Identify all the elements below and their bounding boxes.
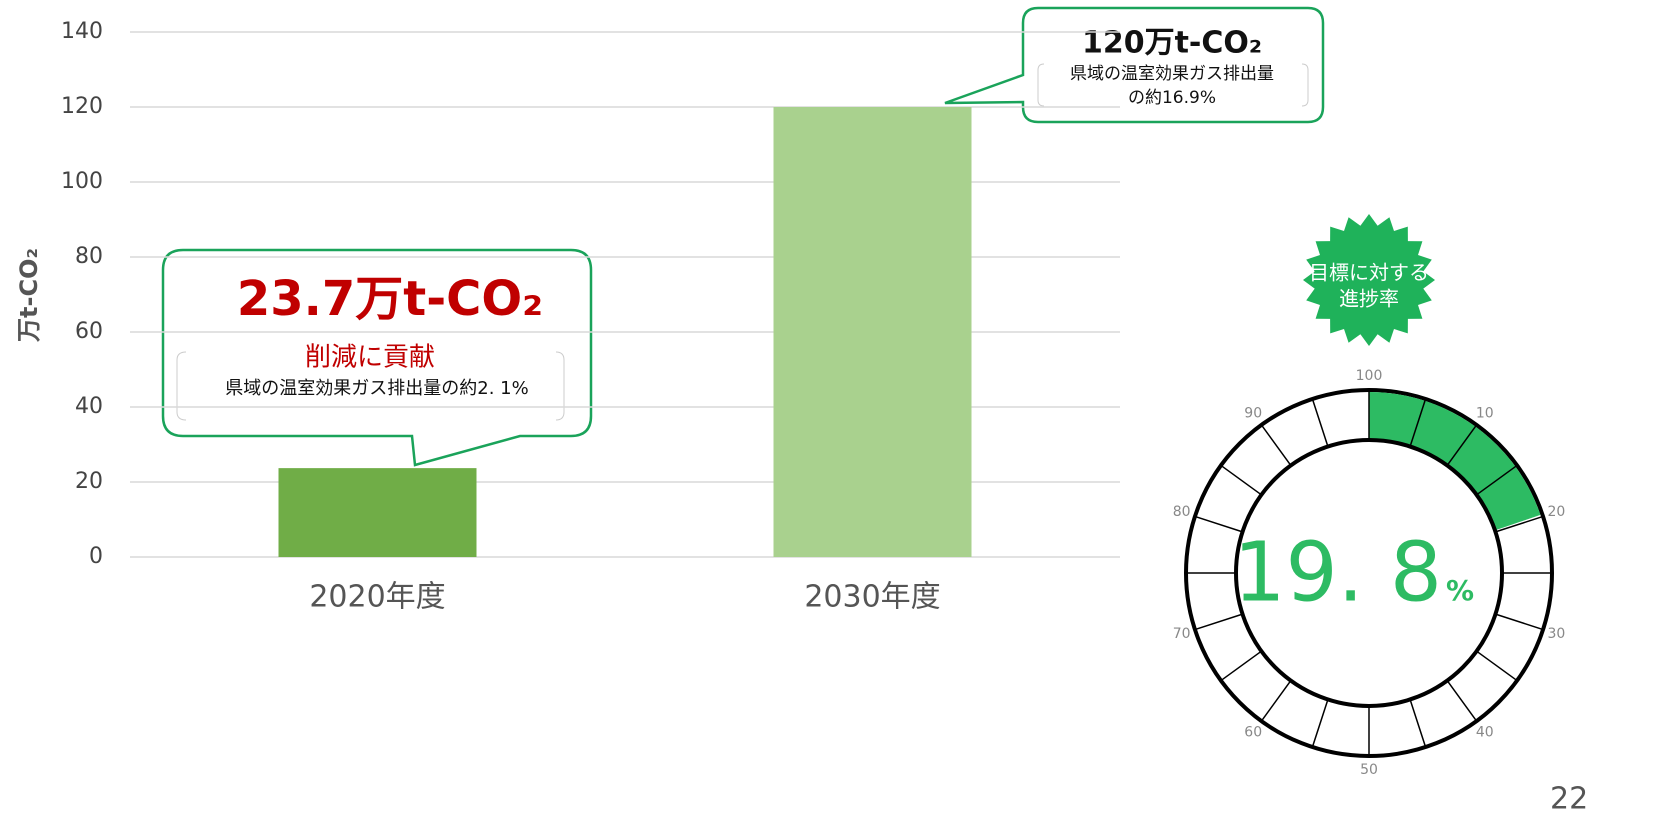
y-tick-label: 60: [75, 319, 103, 344]
gauge-divider: [1220, 650, 1262, 682]
badge: [1303, 214, 1435, 346]
badge-text: 目標に対する: [1309, 261, 1429, 285]
gauge-inner: [1234, 438, 1504, 708]
gauge-tick-label: 50: [1360, 762, 1378, 778]
gauge-tick-label: 90: [1244, 406, 1262, 422]
gauge-divider: [1409, 699, 1427, 748]
gauge-divider: [1194, 613, 1243, 631]
y-tick-label: 40: [75, 394, 103, 419]
gauge-divider: [1495, 613, 1544, 631]
y-tick-label: 100: [61, 169, 103, 194]
gauge-divider: [1476, 464, 1518, 496]
gauge-divider: [1409, 398, 1427, 447]
bar: [278, 468, 477, 557]
annotation: の約16.9%: [1128, 88, 1216, 108]
gauge-divider: [1446, 424, 1478, 466]
y-tick-label: 140: [61, 19, 103, 44]
gauge-fill: [1369, 392, 1541, 531]
gauge-tick-label: 20: [1547, 504, 1565, 520]
callout: [161, 248, 593, 467]
annotation: 県域の温室効果ガス排出量: [1070, 64, 1274, 84]
gauge-divider: [1476, 650, 1518, 682]
page-number: 22: [1550, 782, 1588, 816]
bracket: [176, 351, 565, 421]
bar: [773, 107, 972, 557]
gauge-tick-label: 80: [1173, 504, 1191, 520]
y-tick-label: 0: [89, 544, 103, 569]
y-tick-label: 20: [75, 469, 103, 494]
badge-text: 進捗率: [1339, 287, 1399, 311]
callout: [944, 6, 1325, 124]
gauge-divider: [1220, 464, 1262, 496]
gauge-divider: [1311, 699, 1329, 748]
y-axis-label: 万t-CO₂: [15, 248, 43, 342]
gauge-divider: [1260, 680, 1292, 722]
gauge-divider: [1495, 515, 1544, 533]
annotation: 県域の温室効果ガス排出量の約2. 1%: [225, 378, 528, 399]
value-label: 23.7万t-CO₂: [237, 271, 543, 327]
x-tick-label: 2030年度: [804, 580, 940, 615]
gauge-divider: [1446, 680, 1478, 722]
annotation: 削減に貢献: [305, 343, 435, 373]
gauge-tick-label: 70: [1173, 626, 1191, 642]
gauge-divider: [1194, 515, 1243, 533]
gauge-value: 19. 8: [1233, 525, 1442, 620]
y-tick-label: 80: [75, 244, 103, 269]
value-label: 120万t-CO₂: [1082, 26, 1262, 61]
gauge-unit: %: [1446, 574, 1474, 607]
gauge-tick-label: 40: [1476, 724, 1494, 740]
x-tick-label: 2020年度: [309, 580, 445, 615]
gauge-tick-label: 60: [1244, 724, 1262, 740]
gauge-divider: [1311, 398, 1329, 447]
gauge-tick-label: 10: [1476, 406, 1494, 422]
gauge-divider: [1260, 424, 1292, 466]
y-tick-label: 120: [61, 94, 103, 119]
gauge-tick-label: 100: [1356, 368, 1383, 384]
bracket: [1037, 63, 1309, 107]
gauge-tick-label: 30: [1547, 626, 1565, 642]
